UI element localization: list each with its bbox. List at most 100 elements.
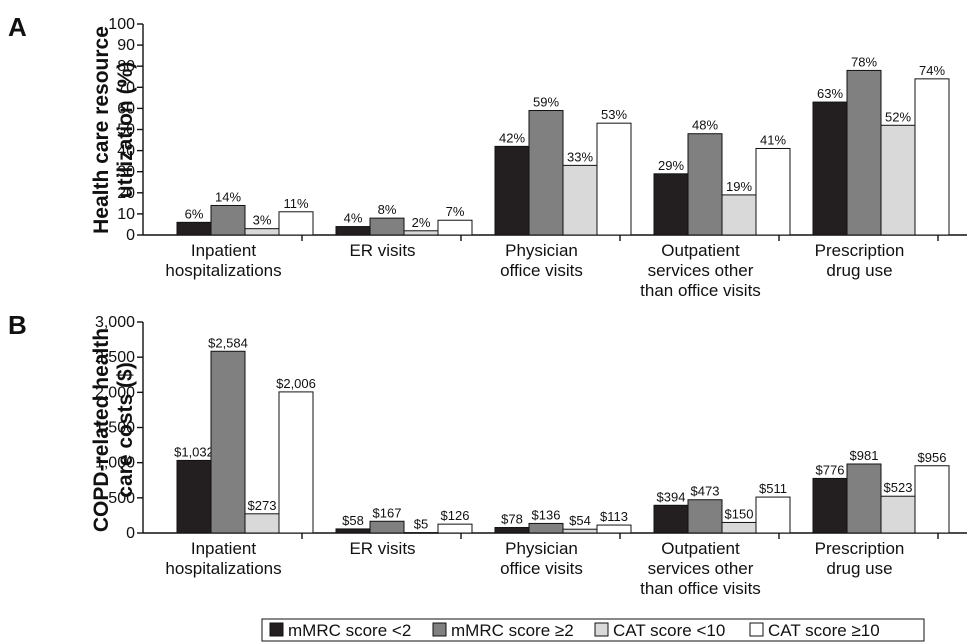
x-category-label: Inpatient hospitalizations <box>165 539 281 578</box>
bar <box>278 211 314 236</box>
x-category-label-line: Physician <box>505 539 578 558</box>
y-tick-label: 1,000 <box>95 455 135 472</box>
bar <box>880 495 916 534</box>
x-category-label-line: Physician <box>505 241 578 260</box>
x-category-label: Inpatient hospitalizations <box>165 241 281 280</box>
bar <box>176 459 212 534</box>
x-category-label: Physician office visits <box>500 539 583 578</box>
data-label: $136 <box>532 507 561 522</box>
legend-label: CAT score <10 <box>613 621 725 640</box>
y-tick-label: 40 <box>117 143 135 160</box>
bar <box>812 101 848 236</box>
x-category-label: Physician office visits <box>500 241 583 280</box>
bar <box>244 228 280 236</box>
data-label: $523 <box>884 480 913 495</box>
data-label: $981 <box>850 448 879 463</box>
data-label: $2,584 <box>208 335 248 350</box>
y-tick-label: 3,000 <box>95 314 135 331</box>
data-label: 78% <box>851 54 877 69</box>
y-axis-label-line: COPD-related health <box>90 328 113 532</box>
bar <box>687 133 723 236</box>
x-category-label-line: Outpatient <box>661 539 740 558</box>
bar <box>596 524 632 534</box>
bar <box>880 124 916 236</box>
legend-swatch <box>749 622 764 637</box>
y-tick-label: 100 <box>108 16 135 33</box>
bar <box>210 204 246 236</box>
data-label: $473 <box>691 484 720 499</box>
bar <box>369 520 405 534</box>
y-tick-label: 1,500 <box>95 420 135 437</box>
bar <box>914 78 950 236</box>
bar <box>210 350 246 534</box>
data-label: $394 <box>657 489 686 504</box>
x-category-label-line: drug use <box>826 559 892 578</box>
x-category-label-line: Prescription <box>815 539 905 558</box>
data-label: 63% <box>817 86 843 101</box>
x-category-label-line: Outpatient <box>661 241 740 260</box>
y-axis-label: COPD-related healthcare costs ($) <box>90 328 137 532</box>
data-label: 29% <box>658 158 684 173</box>
x-category-label-line: hospitalizations <box>165 261 281 280</box>
data-label: $54 <box>569 513 591 528</box>
legend-swatch <box>432 622 447 637</box>
data-label: $2,006 <box>276 376 316 391</box>
bar <box>403 532 439 534</box>
data-label: 14% <box>215 189 241 204</box>
legend: mMRC score <2 mMRC score ≥2 CAT score <10 C… <box>261 618 925 642</box>
bar <box>335 226 371 236</box>
data-label: 52% <box>885 109 911 124</box>
panel-a: A Health care resourceutilization (%)0102… <box>8 12 967 300</box>
x-category-label-line: than office visits <box>640 281 761 300</box>
bar <box>494 527 530 534</box>
bar <box>653 504 689 534</box>
x-category-label-line: office visits <box>500 559 583 578</box>
legend-swatch <box>269 622 284 637</box>
x-category-label: Prescription drug use <box>815 241 905 280</box>
bar <box>755 496 791 534</box>
data-label: 8% <box>378 202 397 217</box>
bar <box>721 521 757 534</box>
data-label: 33% <box>567 149 593 164</box>
bar <box>653 173 689 236</box>
data-label: 6% <box>185 206 204 221</box>
data-label: $58 <box>342 513 364 528</box>
y-tick-label: 50 <box>117 122 135 139</box>
legend-label: mMRC score ≥2 <box>451 621 574 640</box>
y-tick-label: 500 <box>108 490 135 507</box>
data-label: 53% <box>601 107 627 122</box>
y-tick-label: 30 <box>117 164 135 181</box>
panel-letter: A <box>8 12 27 42</box>
bar <box>562 528 598 534</box>
data-label: $273 <box>248 498 277 513</box>
x-category-label: Outpatient services other than office visi… <box>640 539 761 598</box>
bar <box>335 528 371 534</box>
y-tick-label: 20 <box>117 185 135 202</box>
data-label: $167 <box>373 505 402 520</box>
bar <box>846 69 882 236</box>
bar <box>437 219 473 236</box>
y-tick-label: 70 <box>117 79 135 96</box>
data-label: 41% <box>760 132 786 147</box>
x-category-label: ER visits <box>349 241 415 260</box>
bar <box>403 230 439 236</box>
x-category-label: ER visits <box>349 539 415 558</box>
legend-swatch <box>594 622 609 637</box>
data-label: 19% <box>726 179 752 194</box>
data-label: $5 <box>414 517 428 532</box>
data-label: 74% <box>919 63 945 78</box>
data-label: 48% <box>692 118 718 133</box>
data-label: $126 <box>441 508 470 523</box>
y-axis-label: Health care resourceutilization (%) <box>90 26 137 234</box>
bar <box>562 164 598 236</box>
bar <box>755 147 791 236</box>
y-tick-label: 2,500 <box>95 349 135 366</box>
data-label: $150 <box>725 506 754 521</box>
bar <box>494 145 530 236</box>
bar <box>176 221 212 236</box>
x-category-label-line: office visits <box>500 261 583 280</box>
bar <box>721 194 757 236</box>
x-category-label-line: Prescription <box>815 241 905 260</box>
x-category-label-line: than office visits <box>640 579 761 598</box>
